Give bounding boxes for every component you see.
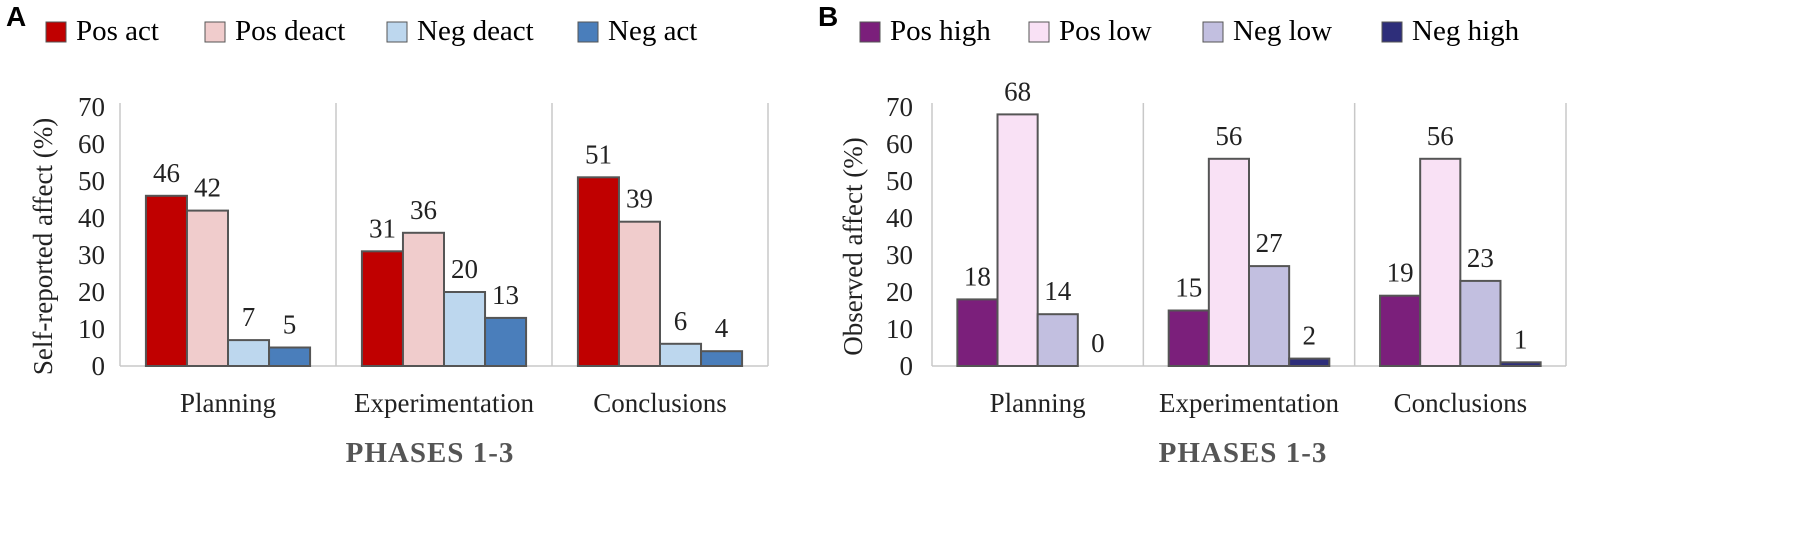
data-label: 0: [1091, 328, 1105, 358]
y-tick-label: 40: [886, 203, 913, 233]
legend-label: Pos act: [76, 15, 159, 47]
legend-label: Neg high: [1412, 15, 1520, 47]
category-label: Planning: [990, 388, 1086, 418]
legend-label: Pos deact: [235, 15, 345, 47]
bar: [1459, 279, 1502, 367]
y-tick-label: 20: [886, 277, 913, 307]
data-label: 18: [964, 261, 991, 291]
data-label: 31: [369, 213, 396, 243]
data-label: 56: [1215, 121, 1242, 151]
bar: [659, 342, 703, 367]
category-label: Planning: [180, 388, 276, 418]
data-label: 51: [585, 139, 612, 169]
legend-swatch: [386, 21, 408, 43]
category-label: Conclusions: [593, 388, 727, 418]
bar: [227, 339, 271, 368]
data-label: 46: [153, 158, 180, 188]
legend-label: Neg low: [1233, 15, 1332, 47]
data-label: 39: [626, 184, 653, 214]
legend-swatch: [1202, 21, 1224, 43]
panel-a: A Pos act Pos deact Neg deact Neg act 0 10 20 30…: [6, 1, 769, 469]
bar: [1499, 361, 1542, 367]
data-label: 4: [715, 313, 729, 343]
y-tick-label: 10: [78, 314, 105, 344]
bar: [1036, 313, 1079, 368]
bar: [576, 176, 620, 367]
panel-letter: B: [818, 1, 838, 32]
y-tick-label: 60: [886, 129, 913, 159]
bar: [144, 194, 188, 367]
bar: [1419, 157, 1462, 367]
legend-swatch: [204, 21, 226, 43]
data-label: 5: [283, 310, 297, 340]
bar: [401, 231, 445, 367]
data-label: 7: [242, 302, 256, 332]
data-label: 20: [451, 254, 478, 284]
y-tick-label: 0: [900, 351, 914, 381]
legend-swatch: [45, 21, 67, 43]
bar: [360, 250, 404, 367]
data-label: 27: [1256, 228, 1283, 258]
legend-swatch: [577, 21, 599, 43]
y-axis-title: Observed affect (%): [838, 137, 868, 355]
data-label: 15: [1175, 273, 1202, 303]
y-tick-label: 50: [886, 166, 913, 196]
y-tick-label: 60: [78, 129, 105, 159]
legend-swatch: [1381, 21, 1403, 43]
data-label: 2: [1302, 321, 1316, 351]
data-label: 1: [1514, 324, 1528, 354]
legend-label: Pos low: [1059, 15, 1152, 47]
bar: [484, 316, 528, 367]
data-label: 68: [1004, 76, 1031, 106]
data-label: 42: [194, 173, 221, 203]
category-label: Experimentation: [1159, 388, 1339, 418]
bar: [1207, 157, 1251, 367]
bar: [700, 350, 744, 368]
legend-swatch: [1028, 21, 1050, 43]
data-label: 56: [1427, 121, 1454, 151]
y-tick-label: 70: [78, 92, 105, 122]
x-axis-title: PHASES 1-3: [1159, 437, 1328, 469]
data-label: 6: [674, 306, 688, 336]
bar: [1167, 309, 1210, 367]
bar: [1379, 294, 1422, 368]
legend-label: Pos high: [890, 15, 991, 47]
bar: [185, 209, 230, 367]
bar: [1288, 357, 1331, 368]
bar: [617, 220, 662, 367]
panel-letter: A: [6, 1, 26, 32]
bar: [268, 346, 312, 367]
data-label: 19: [1387, 258, 1414, 288]
category-label: Experimentation: [354, 388, 534, 418]
x-axis-title: PHASES 1-3: [346, 437, 515, 469]
legend-label: Neg deact: [417, 15, 534, 47]
y-tick-label: 40: [78, 203, 105, 233]
y-tick-label: 30: [78, 240, 105, 270]
bar: [443, 291, 487, 367]
y-tick-label: 10: [886, 314, 913, 344]
y-tick-label: 30: [886, 240, 913, 270]
bar: [956, 298, 999, 367]
y-tick-label: 50: [78, 166, 105, 196]
data-label: 14: [1044, 276, 1072, 306]
y-tick-label: 20: [78, 277, 105, 307]
bar: [1248, 265, 1291, 368]
bar: [996, 113, 1039, 368]
data-label: 36: [410, 195, 437, 225]
legend-swatch: [859, 21, 881, 43]
data-label: 13: [492, 280, 519, 310]
category-label: Conclusions: [1394, 388, 1528, 418]
y-tick-label: 0: [92, 351, 106, 381]
data-label: 23: [1467, 243, 1494, 273]
panel-b: B Pos high Pos low Neg low Neg high010203040…: [818, 1, 1567, 469]
y-tick-label: 70: [886, 92, 913, 122]
y-axis-title: Self-reported affect (%): [28, 118, 58, 375]
legend-label: Neg act: [608, 15, 697, 47]
